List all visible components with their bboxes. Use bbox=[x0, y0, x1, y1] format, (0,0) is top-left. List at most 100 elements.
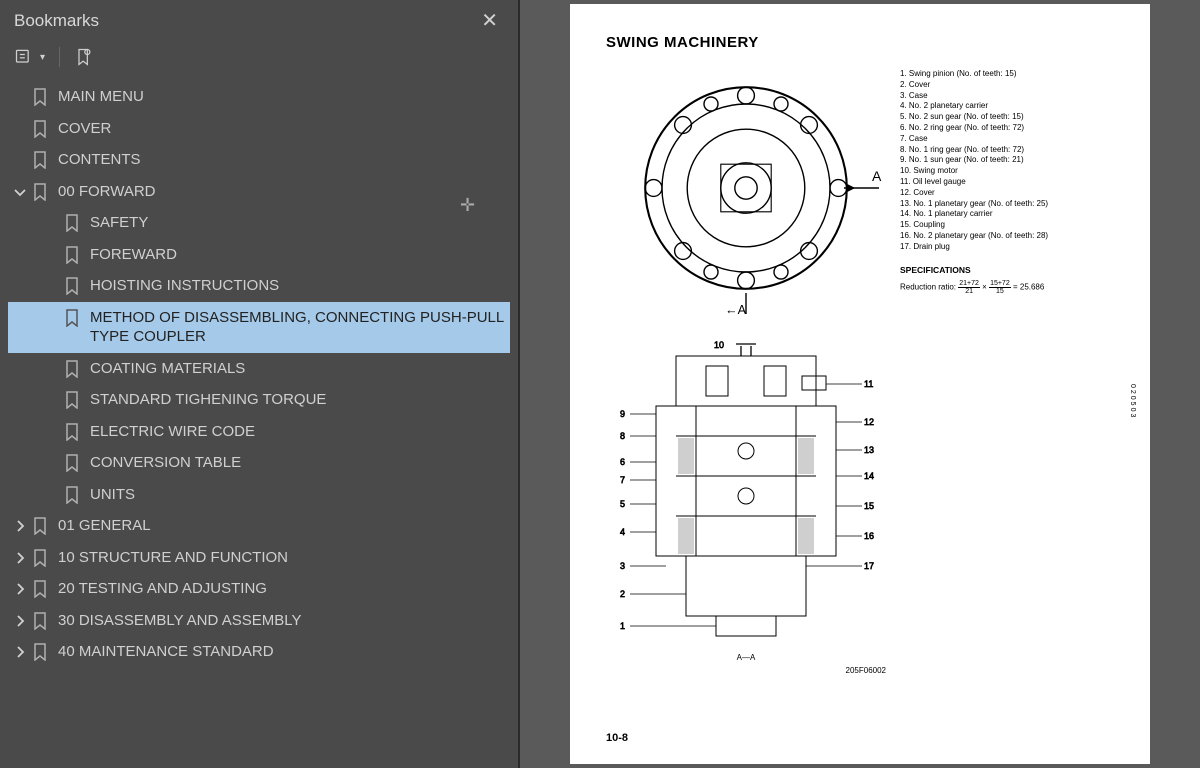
bookmark-item[interactable]: FOREWARD bbox=[8, 239, 510, 271]
svg-text:9: 9 bbox=[620, 409, 625, 419]
bookmarks-tree: ✛ MAIN MENUCOVERCONTENTS00 FORWARDSAFETY… bbox=[0, 77, 518, 768]
bookmark-icon bbox=[64, 246, 80, 264]
parts-list-item: 12. Cover bbox=[900, 188, 1114, 199]
find-bookmark-icon[interactable] bbox=[74, 47, 94, 67]
bookmark-item[interactable]: 30 DISASSEMBLY AND ASSEMBLY bbox=[8, 605, 510, 637]
parts-list-item: 6. No. 2 ring gear (No. of teeth: 72) bbox=[900, 123, 1114, 134]
svg-text:16: 16 bbox=[864, 531, 874, 541]
bookmark-item[interactable]: STANDARD TIGHENING TORQUE bbox=[8, 384, 510, 416]
bookmark-label: CONVERSION TABLE bbox=[90, 453, 506, 473]
bookmark-label: STANDARD TIGHENING TORQUE bbox=[90, 390, 506, 410]
bookmark-icon bbox=[32, 517, 48, 535]
bookmark-label: 00 FORWARD bbox=[58, 182, 506, 202]
bookmark-label: ELECTRIC WIRE CODE bbox=[90, 422, 506, 442]
bookmark-label: METHOD OF DISASSEMBLING, CONNECTING PUSH… bbox=[90, 308, 506, 347]
bookmark-item[interactable]: CONTENTS bbox=[8, 144, 510, 176]
page-number: 10-8 bbox=[606, 732, 628, 744]
bookmark-label: MAIN MENU bbox=[58, 87, 506, 107]
top-view-diagram: A ←A bbox=[606, 69, 886, 321]
parts-list-item: 8. No. 1 ring gear (No. of teeth: 72) bbox=[900, 145, 1114, 156]
chevron-down-icon[interactable] bbox=[12, 184, 28, 200]
bookmark-item[interactable]: MAIN MENU bbox=[8, 81, 510, 113]
parts-list: 1. Swing pinion (No. of teeth: 15)2. Cov… bbox=[900, 69, 1114, 253]
parts-list-item: 5. No. 2 sun gear (No. of teeth: 15) bbox=[900, 112, 1114, 123]
svg-text:←A: ←A bbox=[725, 303, 747, 317]
bookmark-item[interactable]: METHOD OF DISASSEMBLING, CONNECTING PUSH… bbox=[8, 302, 510, 353]
chevron-right-icon[interactable] bbox=[12, 550, 28, 566]
bookmark-label: UNITS bbox=[90, 485, 506, 505]
chevron-right-icon[interactable] bbox=[12, 613, 28, 629]
bookmark-item[interactable]: 00 FORWARD bbox=[8, 176, 510, 208]
spec-formula: Reduction ratio: 21+7221 × 15+7215 = 25.… bbox=[900, 280, 1114, 295]
bookmark-icon bbox=[32, 183, 48, 201]
parts-list-item: 11. Oil level gauge bbox=[900, 177, 1114, 188]
svg-text:10: 10 bbox=[714, 340, 724, 350]
svg-text:13: 13 bbox=[864, 445, 874, 455]
parts-list-column: 1. Swing pinion (No. of teeth: 15)2. Cov… bbox=[900, 69, 1114, 326]
options-icon[interactable] bbox=[14, 47, 34, 67]
panel-title: Bookmarks bbox=[14, 11, 99, 31]
svg-text:A: A bbox=[872, 168, 882, 184]
page-title: SWING MACHINERY bbox=[606, 34, 1114, 51]
bookmark-icon bbox=[32, 151, 48, 169]
svg-text:8: 8 bbox=[620, 431, 625, 441]
svg-text:12: 12 bbox=[864, 417, 874, 427]
bookmark-item[interactable]: COATING MATERIALS bbox=[8, 353, 510, 385]
parts-list-item: 4. No. 2 planetary carrier bbox=[900, 101, 1114, 112]
bookmarks-toolbar: ▾ bbox=[0, 41, 518, 77]
parts-list-item: 14. No. 1 planetary carrier bbox=[900, 209, 1114, 220]
section-diagram: 9 8 6 7 5 4 3 2 1 10 11 12 13 14 15 16 1 bbox=[606, 336, 886, 675]
section-aa-label: A—A bbox=[606, 653, 886, 662]
bookmark-item[interactable]: SAFETY bbox=[8, 207, 510, 239]
bookmark-label: FOREWARD bbox=[90, 245, 506, 265]
bookmark-icon bbox=[64, 309, 80, 327]
bookmark-icon bbox=[32, 549, 48, 567]
bookmark-label: SAFETY bbox=[90, 213, 506, 233]
bookmark-label: 10 STRUCTURE AND FUNCTION bbox=[58, 548, 506, 568]
top-diagram: A ←A bbox=[606, 69, 886, 326]
svg-text:1: 1 bbox=[620, 621, 625, 631]
bookmark-item[interactable]: 10 STRUCTURE AND FUNCTION bbox=[8, 542, 510, 574]
bookmark-icon bbox=[64, 214, 80, 232]
bookmark-icon bbox=[32, 580, 48, 598]
chevron-right-icon[interactable] bbox=[12, 518, 28, 534]
bookmark-item[interactable]: HOISTING INSTRUCTIONS bbox=[8, 270, 510, 302]
svg-text:2: 2 bbox=[620, 589, 625, 599]
bookmark-item[interactable]: CONVERSION TABLE bbox=[8, 447, 510, 479]
parts-list-item: 2. Cover bbox=[900, 80, 1114, 91]
spec-heading: SPECIFICATIONS bbox=[900, 265, 1114, 276]
bookmark-icon bbox=[64, 391, 80, 409]
svg-text:6: 6 bbox=[620, 457, 625, 467]
bookmark-icon bbox=[64, 277, 80, 295]
bookmark-label: 40 MAINTENANCE STANDARD bbox=[58, 642, 506, 662]
dropdown-caret-icon[interactable]: ▾ bbox=[40, 52, 45, 63]
parts-list-item: 3. Case bbox=[900, 91, 1114, 102]
parts-list-item: 16. No. 2 planetary gear (No. of teeth: … bbox=[900, 231, 1114, 242]
bookmark-label: 20 TESTING AND ADJUSTING bbox=[58, 579, 506, 599]
svg-text:4: 4 bbox=[620, 527, 625, 537]
parts-list-item: 15. Coupling bbox=[900, 220, 1114, 231]
bookmark-item[interactable]: 20 TESTING AND ADJUSTING bbox=[8, 573, 510, 605]
chevron-right-icon[interactable] bbox=[12, 644, 28, 660]
bookmarks-panel: Bookmarks ✕ ▾ ✛ MAIN MENUCOVERCONTENTS00… bbox=[0, 0, 520, 768]
bookmark-icon bbox=[32, 612, 48, 630]
close-icon[interactable]: ✕ bbox=[475, 8, 504, 33]
figure-code: 205F06002 bbox=[606, 666, 886, 675]
bookmark-label: HOISTING INSTRUCTIONS bbox=[90, 276, 506, 296]
svg-text:7: 7 bbox=[620, 475, 625, 485]
parts-list-item: 10. Swing motor bbox=[900, 166, 1114, 177]
parts-list-item: 7. Case bbox=[900, 134, 1114, 145]
bookmark-item[interactable]: 40 MAINTENANCE STANDARD bbox=[8, 636, 510, 668]
bookmark-label: COATING MATERIALS bbox=[90, 359, 506, 379]
toolbar-divider bbox=[59, 47, 60, 67]
svg-text:11: 11 bbox=[864, 379, 873, 389]
chevron-right-icon[interactable] bbox=[12, 581, 28, 597]
bookmark-item[interactable]: UNITS bbox=[8, 479, 510, 511]
bookmark-item[interactable]: 01 GENERAL bbox=[8, 510, 510, 542]
bookmark-icon bbox=[64, 454, 80, 472]
parts-list-item: 1. Swing pinion (No. of teeth: 15) bbox=[900, 69, 1114, 80]
bookmark-item[interactable]: COVER bbox=[8, 113, 510, 145]
bookmark-label: 30 DISASSEMBLY AND ASSEMBLY bbox=[58, 611, 506, 631]
svg-text:17: 17 bbox=[864, 561, 874, 571]
bookmark-item[interactable]: ELECTRIC WIRE CODE bbox=[8, 416, 510, 448]
